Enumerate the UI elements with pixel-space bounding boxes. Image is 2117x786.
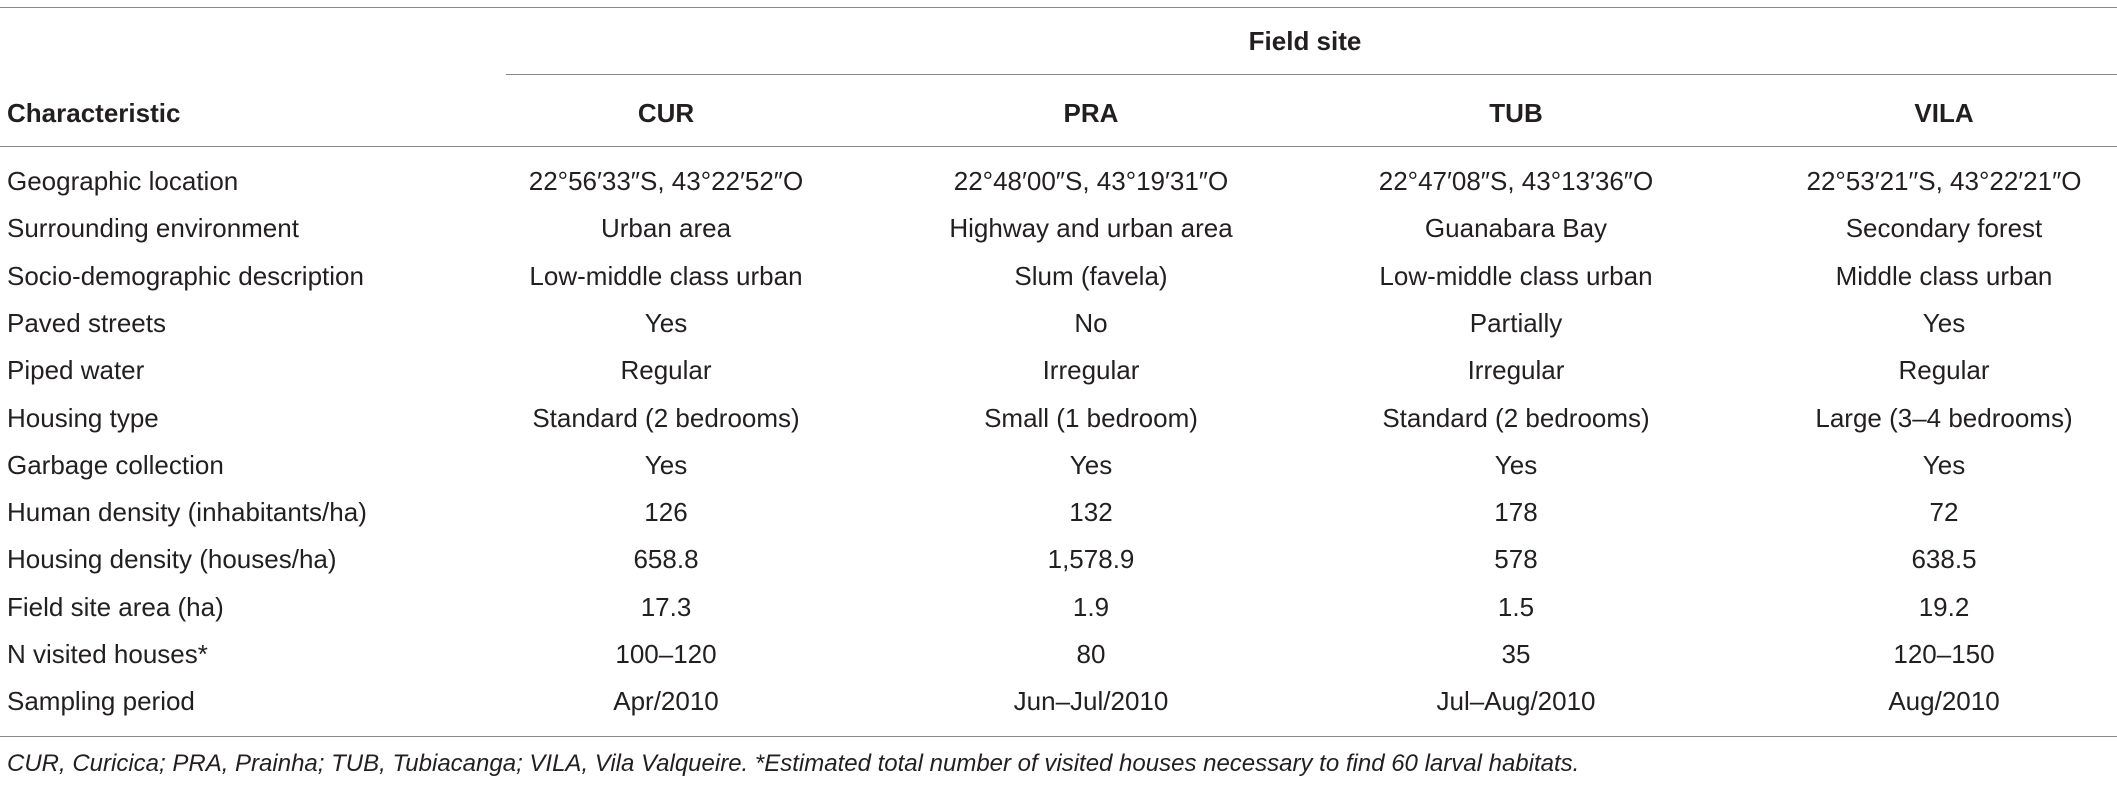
cell: Yes [1922,449,1966,480]
cell: 178 [1494,497,1538,528]
row-label: Field site area (ha) [7,591,224,622]
column-header: Characteristic [7,98,181,128]
group-rule [506,74,2117,75]
cell: 1.9 [1072,591,1110,622]
cell: 22°53′21′′S, 43°22′21″O [1806,166,2082,196]
cell: 638.5 [1911,544,1977,575]
cell: 22°56′33″S, 43°22′52″O [528,166,804,196]
cell: 80 [1076,639,1106,669]
row-label: Human density (inhabitants/ha) [7,497,367,528]
cell: Standard (2 bedrooms) [532,402,800,433]
cell: 132 [1069,497,1113,528]
cell: 35 [1501,639,1531,669]
cell: 72 [1929,497,1959,528]
cell: 19.2 [1918,591,1970,622]
row-label: Socio-demographic description [7,260,364,291]
cell: 658.8 [633,544,699,575]
row-label: Housing density (houses/ha) [7,544,337,575]
cell: Irregular [1042,355,1140,386]
cell: Standard (2 bedrooms) [1382,402,1650,433]
row-label: Surrounding environment [7,213,299,244]
cell: Jun–Jul/2010 [1013,686,1169,717]
cell: Regular [1898,355,1990,386]
cell: Low-middle class urban [529,260,803,291]
column-header: CUR [637,98,695,128]
row-label: Piped water [7,355,145,386]
cell: No [1074,307,1108,338]
row-label: Paved streets [7,307,166,338]
cell: Low-middle class urban [1379,260,1653,291]
cell: 1.5 [1497,591,1535,622]
cell: Yes [1069,449,1113,480]
cell: 578 [1494,544,1538,575]
cell: Yes [644,307,688,338]
cell: Yes [1922,307,1966,338]
row-label: Geographic location [7,166,239,196]
cell: 120–150 [1893,639,1995,669]
top-rule [0,7,2117,8]
column-header: PRA [1063,98,1119,128]
group-header: Field site [1248,26,1362,56]
cell: Small (1 bedroom) [984,402,1198,433]
cell: 100–120 [615,639,717,669]
cell: Partially [1469,307,1563,338]
cell: Aug/2010 [1888,686,2000,717]
cell: Irregular [1467,355,1565,386]
row-label: Sampling period [7,686,195,717]
cell: Yes [644,449,688,480]
cell: Yes [1494,449,1538,480]
cell: Guanabara Bay [1424,213,1608,244]
cell: Urban area [600,213,732,244]
cell: 22°48′00″S, 43°19′31″O [953,166,1229,196]
cell: 17.3 [640,591,692,622]
cell: Apr/2010 [613,686,719,717]
cell: 1,578.9 [1047,544,1135,575]
column-header: TUB [1489,98,1543,128]
cell: Slum (favela) [1014,260,1168,291]
cell: Jul–Aug/2010 [1436,686,1596,717]
row-label: Housing type [7,402,159,433]
cell: 126 [644,497,688,528]
cell: 22°47′08″S, 43°13′36″O [1378,166,1654,196]
cell: Middle class urban [1835,260,2053,291]
header-rule [0,146,2117,147]
footnote: CUR, Curicica; PRA, Prainha; TUB, Tubiac… [7,750,1580,777]
row-label: N visited houses* [7,639,208,669]
row-label: Garbage collection [7,449,224,480]
column-header: VILA [1914,98,1974,128]
bottom-rule [0,736,2117,737]
cell: Regular [620,355,712,386]
cell: Large (3–4 bedrooms) [1815,402,2073,433]
cell: Secondary forest [1845,213,2043,244]
cell: Highway and urban area [949,213,1233,244]
